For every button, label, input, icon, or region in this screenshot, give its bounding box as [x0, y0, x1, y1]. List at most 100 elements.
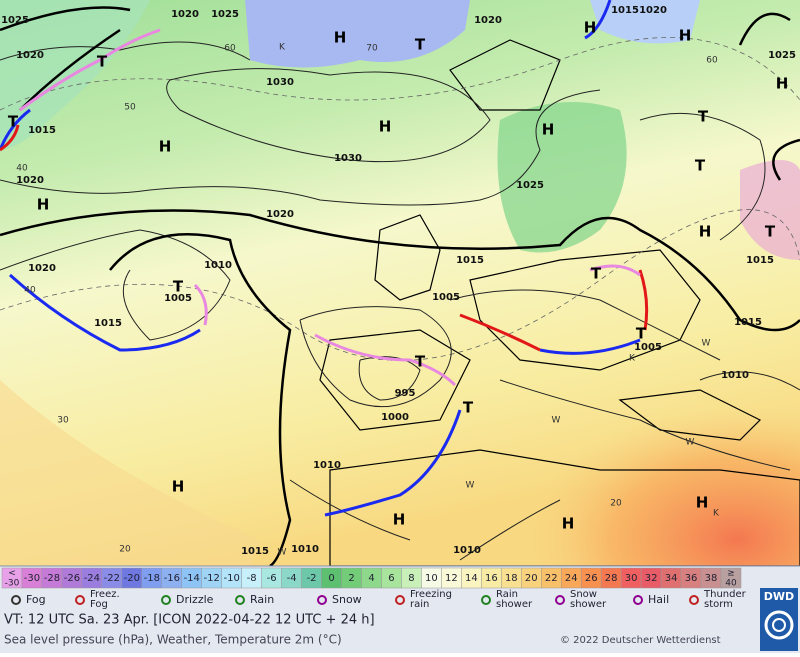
scale-label: -6 — [267, 573, 277, 584]
scale-label: 10 — [425, 573, 438, 584]
high-pressure-label: H — [776, 75, 789, 93]
low-pressure-label: T — [415, 353, 426, 371]
high-pressure-label: H — [172, 478, 185, 496]
map — [0, 0, 800, 568]
symbol-label: Freez. — [90, 589, 120, 600]
isobar-label: 1020 — [639, 5, 667, 16]
isobar-label: 1025 — [211, 9, 239, 20]
isobar-label: 1020 — [28, 263, 56, 274]
isobar-label: 1020 — [474, 15, 502, 26]
weather-symbols: Fog Freez.Fog Drizzle Rain Snow FreezingrainR… — [11, 589, 747, 610]
isobar-label: 1005 — [634, 342, 662, 353]
scale-label: 14 — [465, 573, 478, 584]
isobar-label: 1010 — [721, 370, 749, 381]
high-pressure-label: H — [562, 515, 575, 533]
scale-label: -12 — [204, 573, 220, 584]
isobar-label: 995 — [395, 388, 416, 399]
symbol-label: Fog — [26, 593, 46, 606]
isobar-label: 1030 — [266, 77, 294, 88]
symbol-label: shower — [496, 599, 533, 610]
high-pressure-label: H — [393, 511, 406, 529]
contour-label: 50 — [124, 103, 136, 113]
symbol-label: Hail — [648, 593, 669, 606]
isobar-label: 1030 — [334, 153, 362, 164]
warm-label: W — [686, 438, 695, 448]
legend: <-30 -30 -28 -26 -24 -22 -20 -18 -16 -14 -12 -10 -8-… — [0, 565, 800, 653]
low-pressure-label: T — [636, 325, 647, 343]
scale-label: -26 — [64, 573, 80, 584]
scale-label: 30 — [625, 573, 638, 584]
low-pressure-label: T — [8, 113, 19, 131]
copyright: © 2022 Deutscher Wetterdienst — [560, 635, 721, 646]
scale-label: -20 — [124, 573, 140, 584]
scale-label: 8 — [408, 573, 414, 584]
isobar-label: 1005 — [432, 292, 460, 303]
isobar-label: 1025 — [768, 50, 796, 61]
low-pressure-label: T — [765, 223, 776, 241]
warm-label: W — [466, 481, 475, 491]
scale-label: 16 — [485, 573, 498, 584]
weather-icon — [317, 595, 327, 605]
scale-label: 32 — [645, 573, 658, 584]
isobar-label: 1010 — [313, 460, 341, 471]
high-pressure-label: H — [542, 121, 555, 139]
scale-label: -24 — [84, 573, 100, 584]
weather-icon — [395, 595, 405, 605]
symbol-label: shower — [570, 599, 607, 610]
scale-cell — [720, 567, 742, 589]
cold-label: K — [629, 354, 636, 364]
high-pressure-label: H — [699, 223, 712, 241]
scale-label: -10 — [224, 573, 240, 584]
scale-label: 2 — [348, 573, 354, 584]
symbol-label: Rain — [250, 593, 274, 606]
logo-swirl — [764, 610, 794, 640]
low-pressure-label: T — [695, 157, 706, 175]
scale-label: 0 — [328, 573, 334, 584]
high-pressure-label: H — [334, 29, 347, 47]
symbol-label: Thunder — [703, 589, 747, 600]
scale-label: 4 — [368, 573, 374, 584]
high-pressure-label: H — [37, 196, 50, 214]
scale-label: -22 — [104, 573, 120, 584]
weather-icon — [11, 595, 21, 605]
symbol-label: Fog — [90, 599, 108, 610]
scale-label: 6 — [388, 573, 394, 584]
scale-label: -30 — [24, 573, 40, 584]
logo-text: DWD — [764, 590, 794, 603]
symbol-label: Rain — [496, 589, 518, 600]
scale-label: -30 — [5, 579, 20, 589]
scale-label: -2 — [307, 573, 317, 584]
high-pressure-label: H — [679, 27, 692, 45]
isobar-label: 1020 — [16, 175, 44, 186]
logo-swirl — [772, 618, 786, 632]
isobar-label: 1025 — [1, 15, 29, 26]
high-pressure-label: H — [584, 19, 597, 37]
warm-label: W — [278, 548, 287, 558]
scale-label: 26 — [585, 573, 598, 584]
warm-label: W — [552, 416, 561, 426]
high-pressure-label: H — [379, 118, 392, 136]
scale-label: 20 — [525, 573, 538, 584]
contour-label: 40 — [24, 286, 36, 296]
symbol-label: rain — [410, 599, 429, 610]
isobar-label: 1010 — [204, 260, 232, 271]
weather-icon — [481, 595, 491, 605]
weather-icon — [689, 595, 699, 605]
low-pressure-label: T — [591, 265, 602, 283]
subtitle: Sea level pressure (hPa), Weather, Tempe… — [4, 633, 342, 647]
isobar-label: 1015 — [456, 255, 484, 266]
scale-label: 22 — [545, 573, 558, 584]
weather-icon — [75, 595, 85, 605]
temperature-scale: <-30 -30 -28 -26 -24 -22 -20 -18 -16 -14 -12 -10 -8-… — [1, 567, 742, 589]
scale-label: 38 — [705, 573, 718, 584]
contour-label: 20 — [119, 545, 131, 555]
weather-icon — [555, 595, 565, 605]
scale-label: 36 — [685, 573, 698, 584]
weather-icon — [235, 595, 245, 605]
scale-label: -28 — [44, 573, 60, 584]
contour-label: 40 — [16, 164, 28, 174]
low-pressure-label: T — [173, 278, 184, 296]
scale-label: -8 — [247, 573, 257, 584]
scale-label: 24 — [565, 573, 578, 584]
